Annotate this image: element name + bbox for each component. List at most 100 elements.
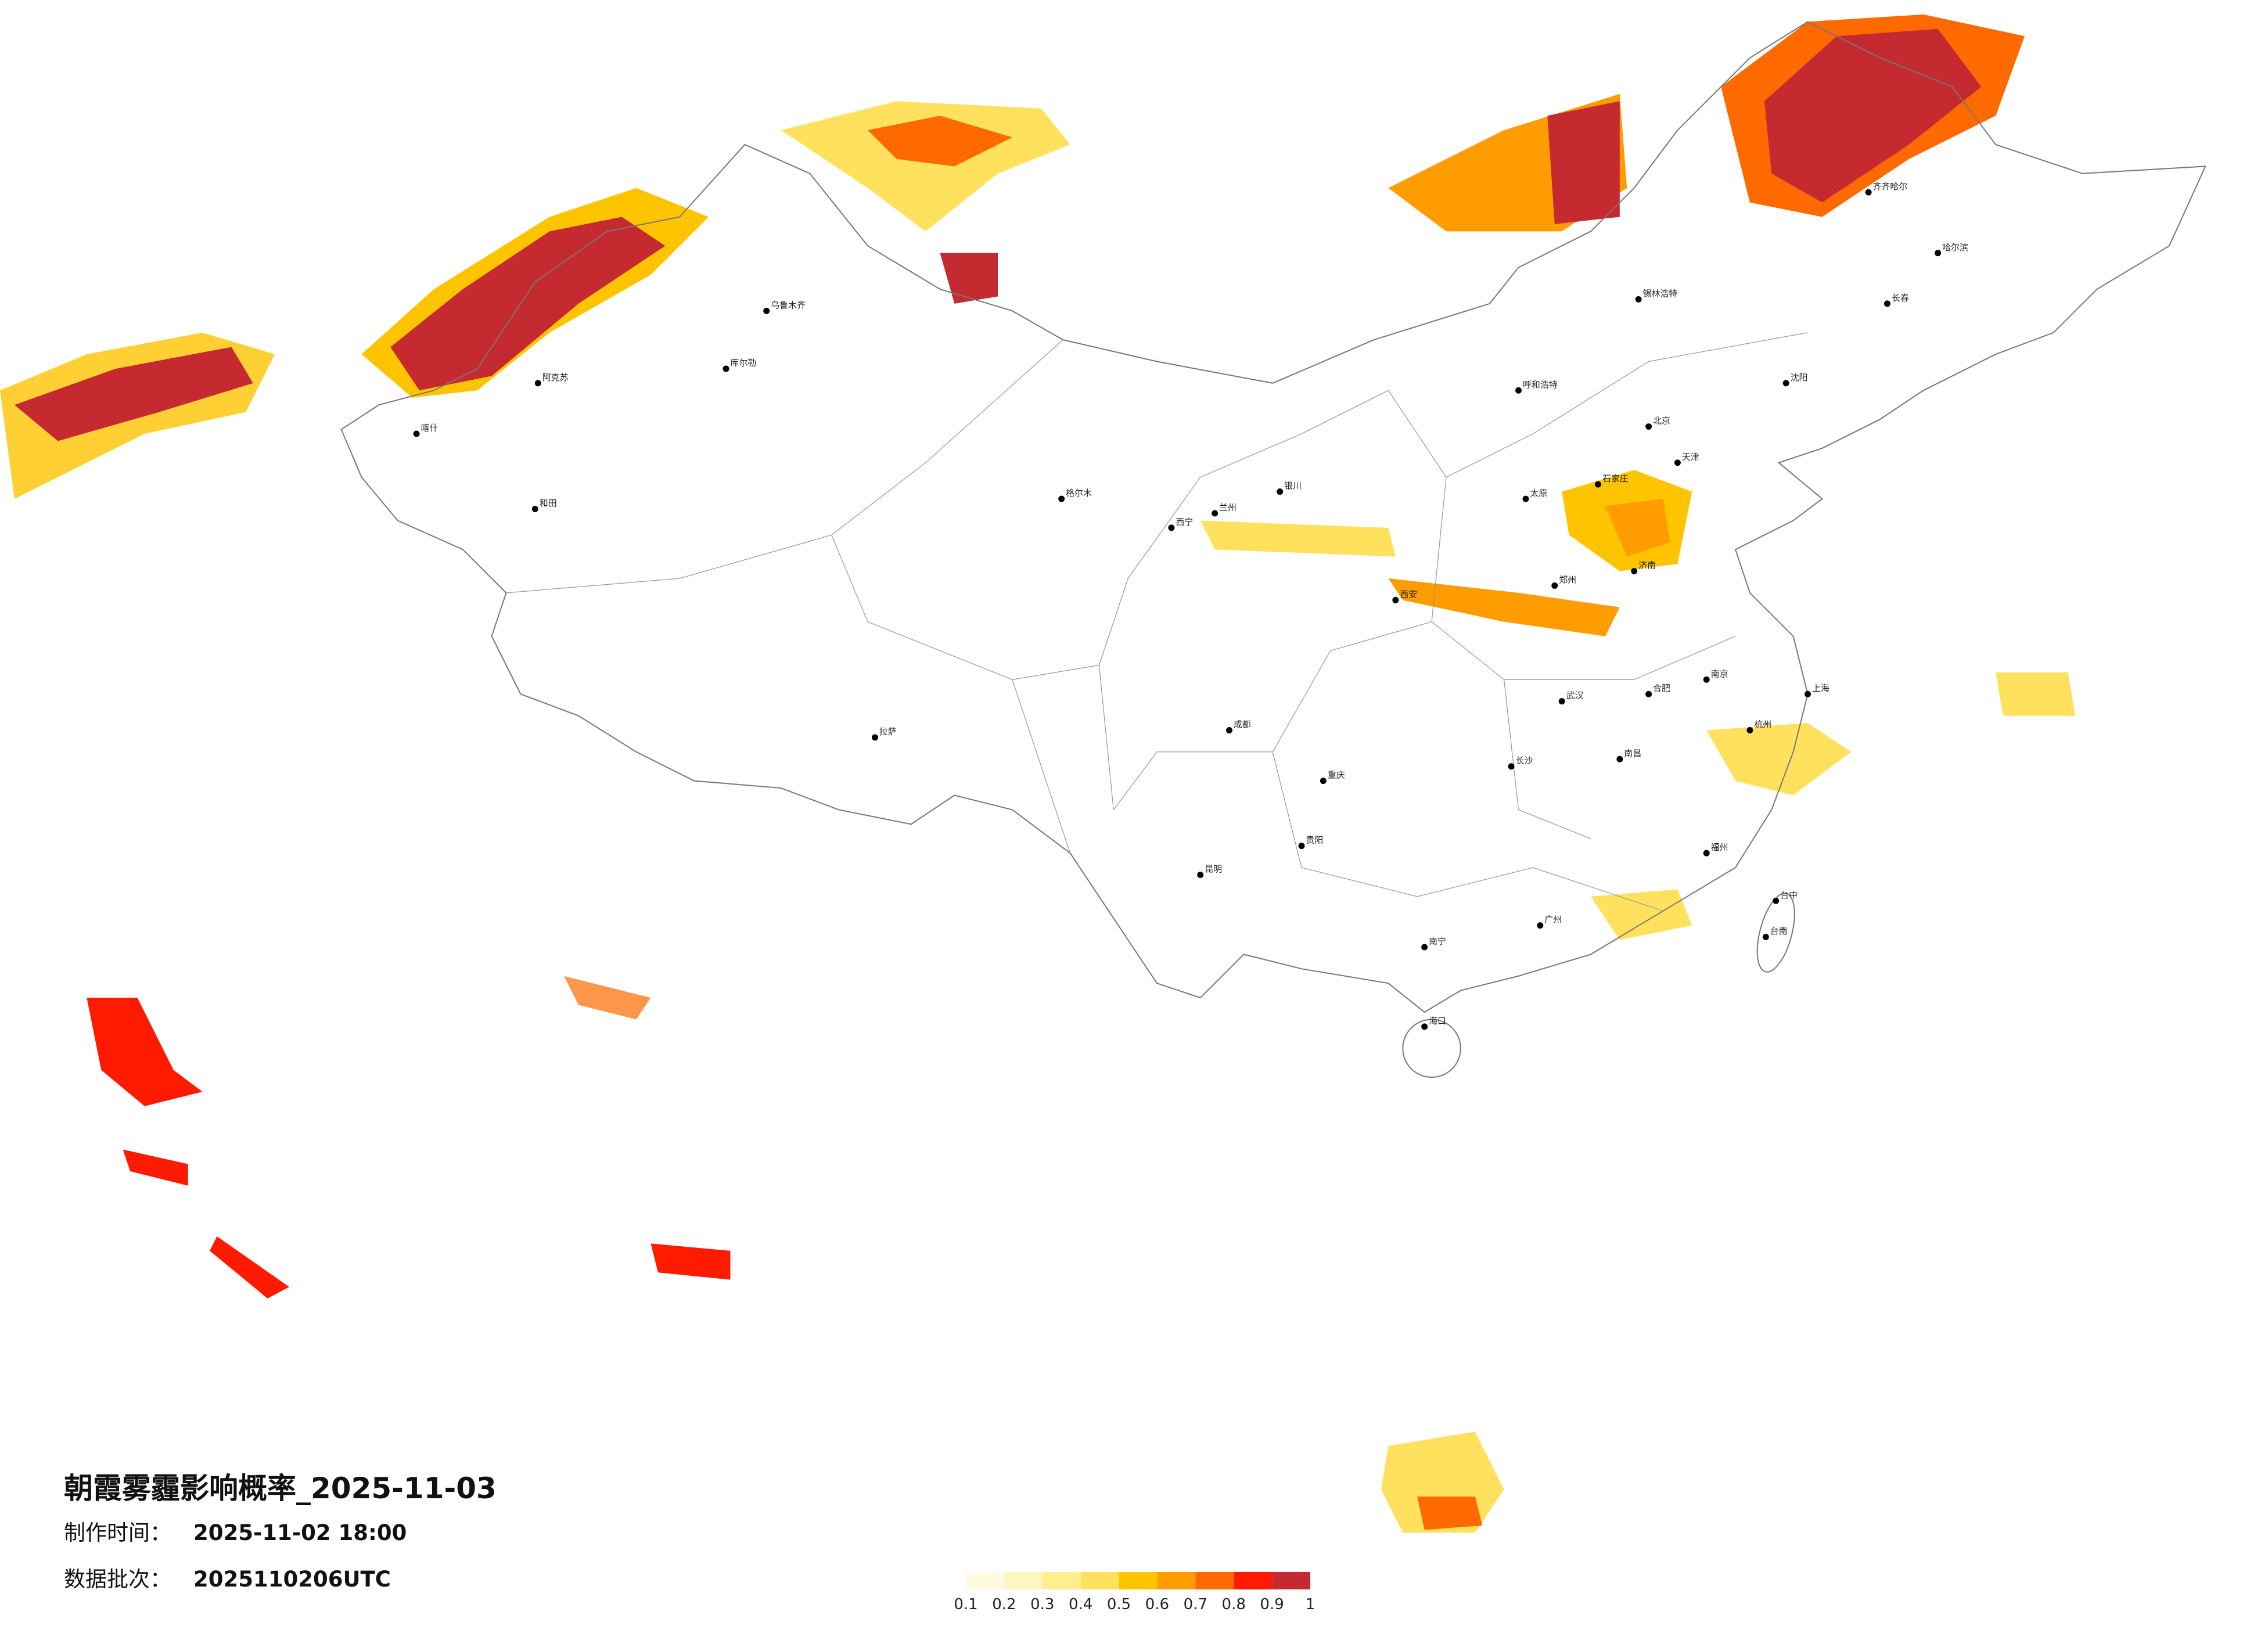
city-dot	[1631, 568, 1638, 575]
legend-swatch	[1195, 1572, 1234, 1589]
legend-tick-label: 0.1	[954, 1596, 977, 1613]
batch: 2025110206UTC	[193, 1567, 391, 1592]
city-label: 广州	[1544, 915, 1562, 925]
city-dot	[1421, 1023, 1428, 1030]
made-label: 制作时间：	[64, 1520, 171, 1545]
city-dot	[1392, 596, 1399, 603]
city-dot	[1551, 582, 1558, 589]
city-label: 银川	[1284, 481, 1302, 491]
city-dot	[1645, 423, 1652, 430]
city-label: 成都	[1234, 719, 1251, 729]
city-dot	[1168, 524, 1175, 531]
city-label: 杭州	[1754, 719, 1771, 729]
city-label: 西安	[1400, 589, 1417, 599]
city-label: 库尔勒	[730, 358, 756, 368]
city-dot	[1515, 387, 1522, 394]
city-label: 天津	[1682, 452, 1699, 462]
city-label: 阿克苏	[542, 372, 569, 383]
city-label: 拉萨	[879, 726, 897, 737]
city-label: 齐齐哈尔	[1873, 181, 1908, 192]
made-time: 2025-11-02 18:00	[193, 1520, 407, 1545]
province-lines	[506, 332, 1808, 912]
city-label: 石家庄	[1602, 473, 1629, 484]
city-dot	[1674, 459, 1681, 466]
city-label: 福州	[1711, 842, 1728, 852]
city-dot	[871, 734, 878, 741]
city-dot	[1746, 726, 1753, 733]
city-label: 呼和浩特	[1523, 379, 1558, 390]
hainan	[1402, 1019, 1461, 1078]
city-dot	[1558, 698, 1565, 705]
city-dot	[1320, 778, 1327, 785]
city-dot	[1594, 481, 1601, 488]
city-dot	[1226, 726, 1232, 733]
city-label: 郑州	[1559, 574, 1576, 585]
city-label: 格尔木	[1066, 488, 1092, 498]
city-dot	[1508, 763, 1515, 770]
legend-tick-label: 0.3	[1030, 1596, 1054, 1613]
city-label: 北京	[1653, 416, 1670, 426]
legend-swatch	[966, 1572, 1004, 1589]
batch-label: 数据批次：	[64, 1567, 171, 1592]
city-label: 台南	[1770, 926, 1788, 937]
city-label: 武汉	[1566, 690, 1584, 701]
city-dot	[1773, 897, 1780, 904]
legend-swatch	[1119, 1572, 1158, 1589]
city-dot	[763, 307, 770, 314]
city-dot	[1616, 756, 1623, 762]
city-dot	[1421, 944, 1428, 951]
city-label: 海口	[1429, 1016, 1446, 1026]
city-label: 济南	[1638, 560, 1656, 571]
city-dot	[1884, 300, 1890, 307]
city-dot	[1865, 189, 1872, 196]
city-dot	[1212, 510, 1219, 517]
city-label: 长春	[1892, 293, 1909, 303]
china-outline	[340, 21, 2206, 1013]
city-label: 重庆	[1328, 770, 1345, 780]
city-label: 沈阳	[1791, 372, 1808, 383]
city-dot	[1277, 488, 1284, 495]
city-label: 南京	[1711, 668, 1728, 679]
city-dot	[413, 430, 420, 437]
legend-tick-label: 1	[1306, 1596, 1315, 1613]
city-label: 乌鲁木齐	[771, 300, 806, 310]
city-dot	[1058, 495, 1065, 502]
city-dot	[1762, 934, 1769, 940]
city-dot	[1703, 850, 1710, 857]
legend-tick-label: 0.8	[1222, 1596, 1246, 1613]
city-label: 喀什	[421, 423, 438, 433]
city-dot	[531, 506, 538, 512]
city-label: 昆明	[1205, 864, 1222, 874]
city-dot	[1805, 690, 1811, 697]
legend-swatch	[1042, 1572, 1081, 1589]
city-label: 合肥	[1653, 683, 1670, 693]
city-label: 锡林浩特	[1643, 288, 1678, 298]
city-dot	[723, 365, 729, 372]
legend-tick-label: 0.7	[1184, 1596, 1207, 1613]
legend-tick-label: 0.4	[1069, 1596, 1092, 1613]
legend-swatch	[1080, 1572, 1119, 1589]
city-label: 贵阳	[1306, 835, 1323, 846]
legend: 0.1 0.2 0.3 0.4 0.5 0.6 0.7 0.8 0.9 1	[954, 1572, 1315, 1613]
city-dot	[1635, 296, 1642, 303]
city-label: 兰州	[1219, 502, 1237, 513]
city-dot	[1298, 843, 1305, 850]
city-label: 南宁	[1429, 936, 1446, 947]
city-dot	[1537, 922, 1544, 929]
legend-tick-label: 0.6	[1145, 1596, 1169, 1613]
city-dot	[1522, 495, 1529, 502]
map-title: 朝霞雾霾影响概率_2025-11-03	[64, 1472, 497, 1505]
legend-tick-label: 0.5	[1107, 1596, 1131, 1613]
fog-field	[0, 14, 2076, 1533]
city-label: 南昌	[1624, 748, 1641, 758]
legend-swatch	[1272, 1572, 1310, 1589]
legend-tick-label: 0.2	[992, 1596, 1016, 1613]
city-dot	[534, 380, 541, 387]
city-dot	[1935, 250, 1942, 257]
legend-swatch	[1234, 1572, 1273, 1589]
city-label: 台中	[1780, 890, 1798, 900]
legend-swatch	[1004, 1572, 1043, 1589]
city-label: 长沙	[1516, 756, 1533, 766]
city-label: 上海	[1812, 683, 1830, 693]
